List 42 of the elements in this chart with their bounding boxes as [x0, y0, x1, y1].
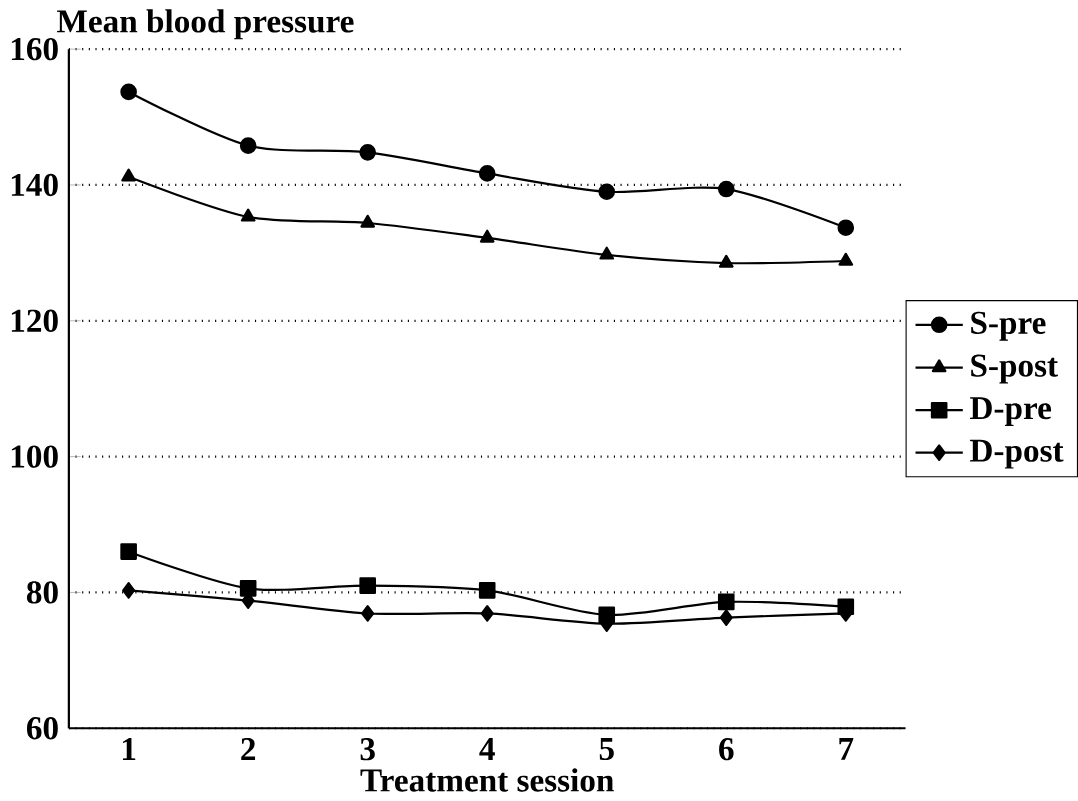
- y-tick-label: 60: [26, 717, 58, 740]
- point: [240, 208, 256, 222]
- x-tick-label: 5: [599, 738, 614, 761]
- point: [122, 582, 136, 599]
- x-tick-label: 7: [839, 738, 854, 760]
- legend-label: D-pre: [970, 397, 1052, 427]
- legend-label: S-post: [971, 354, 1058, 384]
- point: [479, 229, 495, 243]
- x-tick-label: 1: [122, 738, 136, 761]
- x-axis-title: Treatment session: [360, 768, 614, 792]
- point: [598, 183, 616, 201]
- point: [837, 219, 855, 237]
- point: [120, 83, 137, 101]
- point: [239, 580, 257, 597]
- point: [717, 180, 735, 198]
- y-tick-label: 140: [11, 173, 58, 197]
- point: [718, 254, 734, 268]
- point: [359, 577, 376, 594]
- point: [120, 543, 137, 561]
- point: [719, 609, 733, 626]
- x-tick-label: 4: [479, 738, 495, 760]
- y-tick-label: 120: [11, 309, 58, 333]
- y-tick-label: 100: [11, 445, 58, 468]
- point: [360, 214, 376, 228]
- point: [480, 605, 494, 622]
- point: [599, 246, 615, 260]
- point: [361, 605, 375, 622]
- point: [121, 168, 136, 182]
- x-tick-label: 2: [241, 738, 256, 761]
- legend-label: S-pre: [971, 311, 1046, 341]
- point: [478, 165, 496, 182]
- y-axis-title: Mean blood pressure: [57, 9, 354, 40]
- point: [478, 582, 496, 599]
- point: [838, 252, 854, 266]
- y-tick-label: 80: [26, 581, 58, 604]
- point: [239, 137, 257, 154]
- x-tick-label: 6: [719, 738, 734, 761]
- x-tick-label: 3: [360, 738, 375, 761]
- legend-label: D-post: [970, 439, 1064, 469]
- point: [359, 144, 376, 161]
- y-tick-label: 160: [11, 37, 58, 61]
- point: [717, 593, 735, 611]
